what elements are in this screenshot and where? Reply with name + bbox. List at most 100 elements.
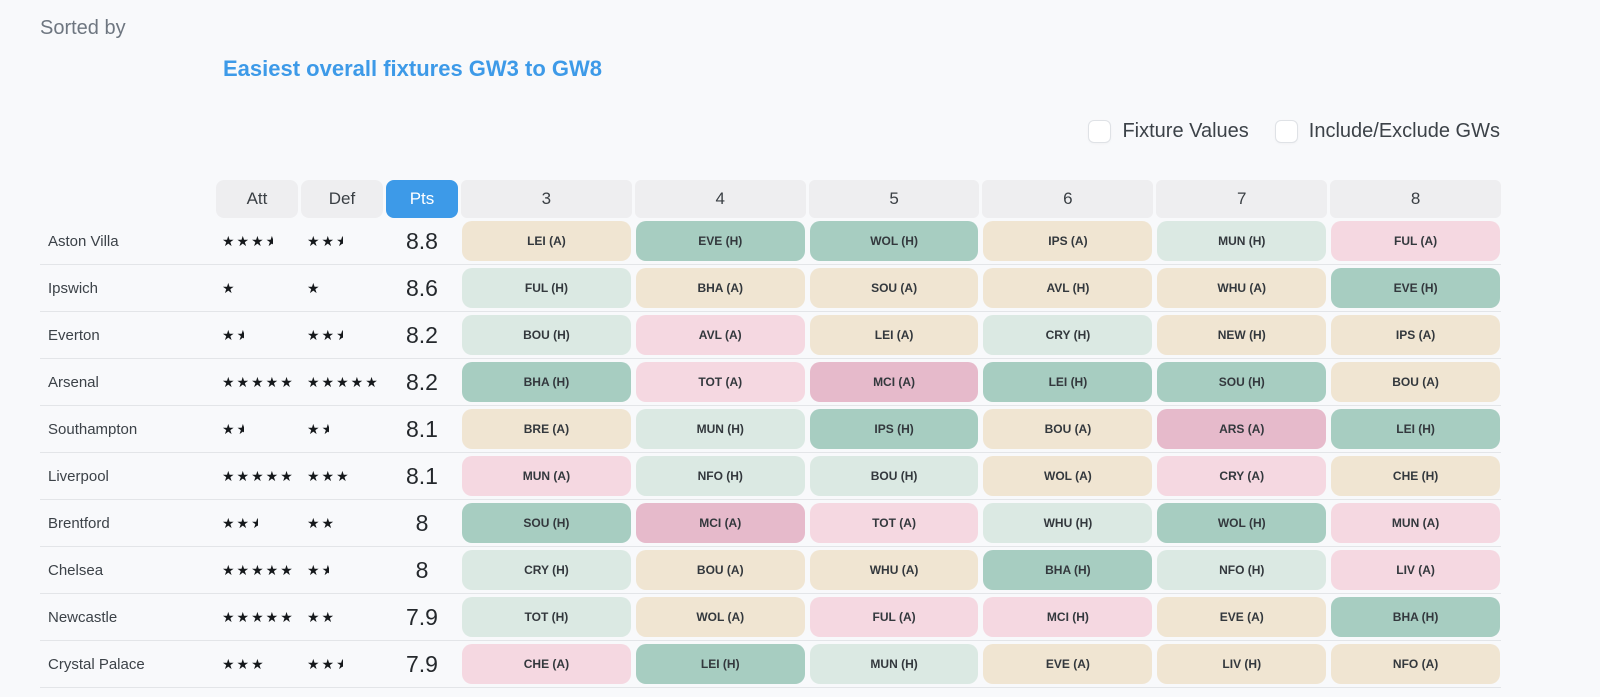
table-row: Newcastle ★★★★★ ★★ 7.9 TOT (H) WOL (A) FUL (A)… — [40, 594, 1501, 641]
fixture-cell: FUL (A) — [809, 597, 979, 637]
table-row: Arsenal ★★★★★ ★★★★★ 8.2 BHA (H) TOT (A) MCI (A… — [40, 359, 1501, 406]
def-rating: ★ — [307, 280, 322, 296]
att-rating: ★★★ — [216, 516, 298, 530]
half-star-icon: ★ — [336, 328, 343, 342]
fixture-values-toggle[interactable]: Fixture Values — [1088, 120, 1249, 143]
fixture-cell: CRY (H) — [983, 315, 1153, 355]
fixture-cell: MUN (A) — [462, 456, 631, 496]
pts-value: 7.9 — [406, 650, 438, 677]
fixture-cell: AVL (H) — [983, 268, 1153, 308]
team-name: Liverpool — [48, 467, 109, 485]
fixture-cell: FUL (H) — [462, 268, 631, 308]
half-star-icon: ★ — [251, 516, 258, 530]
include-exclude-gws-label[interactable]: Include/Exclude GWs — [1308, 120, 1500, 142]
fixture-cell: MUN (H) — [635, 409, 805, 449]
include-exclude-gws-checkbox[interactable] — [1274, 120, 1298, 143]
pts-value: 8.1 — [406, 462, 438, 489]
sorted-by-label: Sorted by — [40, 17, 126, 39]
sort-pts-button[interactable]: Pts — [386, 180, 458, 218]
fixture-cell: MUN (A) — [1331, 503, 1500, 543]
controls-row: Fixture Values Include/Exclude GWs — [1088, 120, 1500, 143]
fixture-cell: MCI (A) — [809, 362, 979, 402]
def-rating: ★★★ — [307, 468, 351, 484]
half-star-icon: ★ — [336, 657, 343, 671]
fixture-cell: IPS (A) — [983, 221, 1153, 261]
fixture-cell: CHE (H) — [1331, 456, 1500, 496]
fixture-cell: BOU (H) — [809, 456, 979, 496]
fixture-cell: LEI (H) — [1331, 409, 1500, 449]
table-row: Aston Villa ★★★★★★★ 8.8 LEI (A)EVE (H)WOL (… — [40, 218, 1501, 265]
fixture-cell: WOL (H) — [809, 221, 979, 261]
pts-value: 8 — [415, 556, 429, 583]
fixture-cell: FUL (A) — [1331, 221, 1500, 261]
half-star-icon: ★ — [237, 328, 244, 342]
fixture-cell: MUN (H) — [809, 644, 979, 684]
gw-header-5[interactable]: 5 — [808, 180, 980, 218]
sort-def-button[interactable]: Def — [301, 180, 383, 218]
pts-value: 8.2 — [406, 368, 438, 395]
def-rating: ★★ — [301, 422, 383, 436]
att-rating: ★★ — [216, 328, 298, 342]
att-rating: ★★★★★ — [222, 468, 295, 484]
def-rating: ★★★ — [301, 234, 383, 248]
gw-header-6[interactable]: 6 — [982, 180, 1154, 218]
gw-header-3[interactable]: 3 — [461, 180, 632, 218]
sort-att-button[interactable]: Att — [216, 180, 298, 218]
fixture-cell: IPS (H) — [809, 409, 979, 449]
fixture-cell: MCI (A) — [635, 503, 805, 543]
fixture-cell: BOU (H) — [462, 315, 631, 355]
def-rating: ★★ — [301, 563, 383, 577]
def-rating: ★★★ — [301, 328, 383, 342]
fixture-cell: WOL (H) — [1157, 503, 1327, 543]
fixture-cell: BOU (A) — [635, 550, 805, 590]
att-rating: ★★★ — [222, 656, 266, 672]
gw-header-8[interactable]: 8 — [1330, 180, 1501, 218]
fixture-cell: BHA (A) — [635, 268, 805, 308]
def-rating: ★★ — [307, 609, 337, 625]
team-name: Arsenal — [48, 373, 99, 391]
pts-value: 8 — [415, 509, 429, 536]
fixture-cell: AVL (A) — [635, 315, 805, 355]
team-name: Everton — [48, 326, 100, 344]
fixture-cell: MUN (H) — [1157, 221, 1327, 261]
pts-value: 8.8 — [406, 227, 438, 254]
team-name: Newcastle — [48, 608, 118, 626]
fixture-cell: SOU (H) — [462, 503, 631, 543]
fixture-cell: NFO (A) — [1331, 644, 1500, 684]
half-star-icon: ★ — [266, 234, 273, 248]
pts-value: 8.2 — [406, 321, 438, 348]
team-name: Aston Villa — [48, 232, 119, 250]
att-rating: ★★★★★ — [222, 374, 295, 390]
table-row: Ipswich ★ ★ 8.6 FUL (H) BHA (A) SOU (A) AVL (H)… — [40, 265, 1501, 312]
fixture-cell: WHU (A) — [809, 550, 979, 590]
gw-header-7[interactable]: 7 — [1156, 180, 1328, 218]
fixture-cell: CRY (H) — [462, 550, 631, 590]
half-star-icon: ★ — [322, 422, 329, 436]
def-rating: ★★★ — [301, 657, 383, 671]
team-name: Chelsea — [48, 561, 104, 579]
fixture-cell: LEI (A) — [809, 315, 979, 355]
fixture-cell: TOT (H) — [462, 597, 631, 637]
gw-header-4[interactable]: 4 — [634, 180, 806, 218]
pts-value: 8.1 — [406, 415, 438, 442]
def-rating: ★★★★★ — [307, 374, 380, 390]
fixture-cell: ARS (A) — [1157, 409, 1327, 449]
fixture-values-label[interactable]: Fixture Values — [1122, 120, 1249, 142]
team-name: Ipswich — [48, 279, 99, 297]
fixture-cell: NFO (H) — [635, 456, 805, 496]
fixture-cell: LIV (H) — [1157, 644, 1327, 684]
fixture-cell: WHU (A) — [1157, 268, 1327, 308]
fixture-cell: MCI (H) — [983, 597, 1153, 637]
fixture-cell: LEI (A) — [462, 221, 631, 261]
fixture-cell: EVE (A) — [983, 644, 1153, 684]
include-exclude-gws-toggle[interactable]: Include/Exclude GWs — [1274, 120, 1500, 143]
fixture-cell: SOU (A) — [809, 268, 979, 308]
fixture-values-checkbox[interactable] — [1088, 120, 1112, 143]
team-name: Brentford — [48, 514, 110, 532]
fixture-cell: EVE (H) — [635, 221, 805, 261]
fixture-cell: BHA (H) — [462, 362, 631, 402]
